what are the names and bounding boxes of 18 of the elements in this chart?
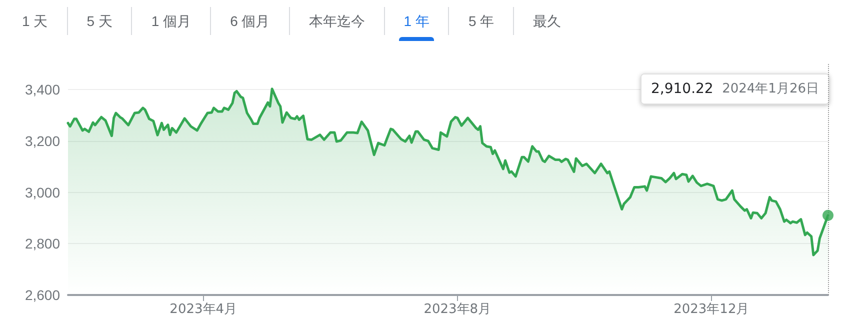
y-tick-label: 2,800	[24, 236, 60, 252]
y-tick-label: 2,600	[24, 287, 60, 303]
text: 最久	[513, 7, 580, 35]
x-tick-label: 2023年4月	[170, 302, 238, 317]
text: 本年迄今	[288, 7, 384, 35]
y-tick-label: 3,400	[24, 82, 60, 98]
x-tick-label: 2023年12月	[674, 302, 750, 317]
text: 5 天	[66, 7, 132, 35]
text: 1 天	[21, 12, 49, 31]
annotation: 2024年1月26日	[722, 82, 819, 96]
text: 1 年	[384, 7, 448, 35]
y-tick-label: 3,000	[24, 184, 60, 200]
y-tick-label: 3,200	[24, 133, 60, 149]
x-tick-label: 2023年8月	[424, 302, 492, 317]
annotation: 2,910.22	[651, 81, 714, 97]
text: 1 個月	[131, 7, 210, 35]
text: 6 個月	[210, 7, 289, 35]
text: 5 年	[448, 7, 514, 35]
